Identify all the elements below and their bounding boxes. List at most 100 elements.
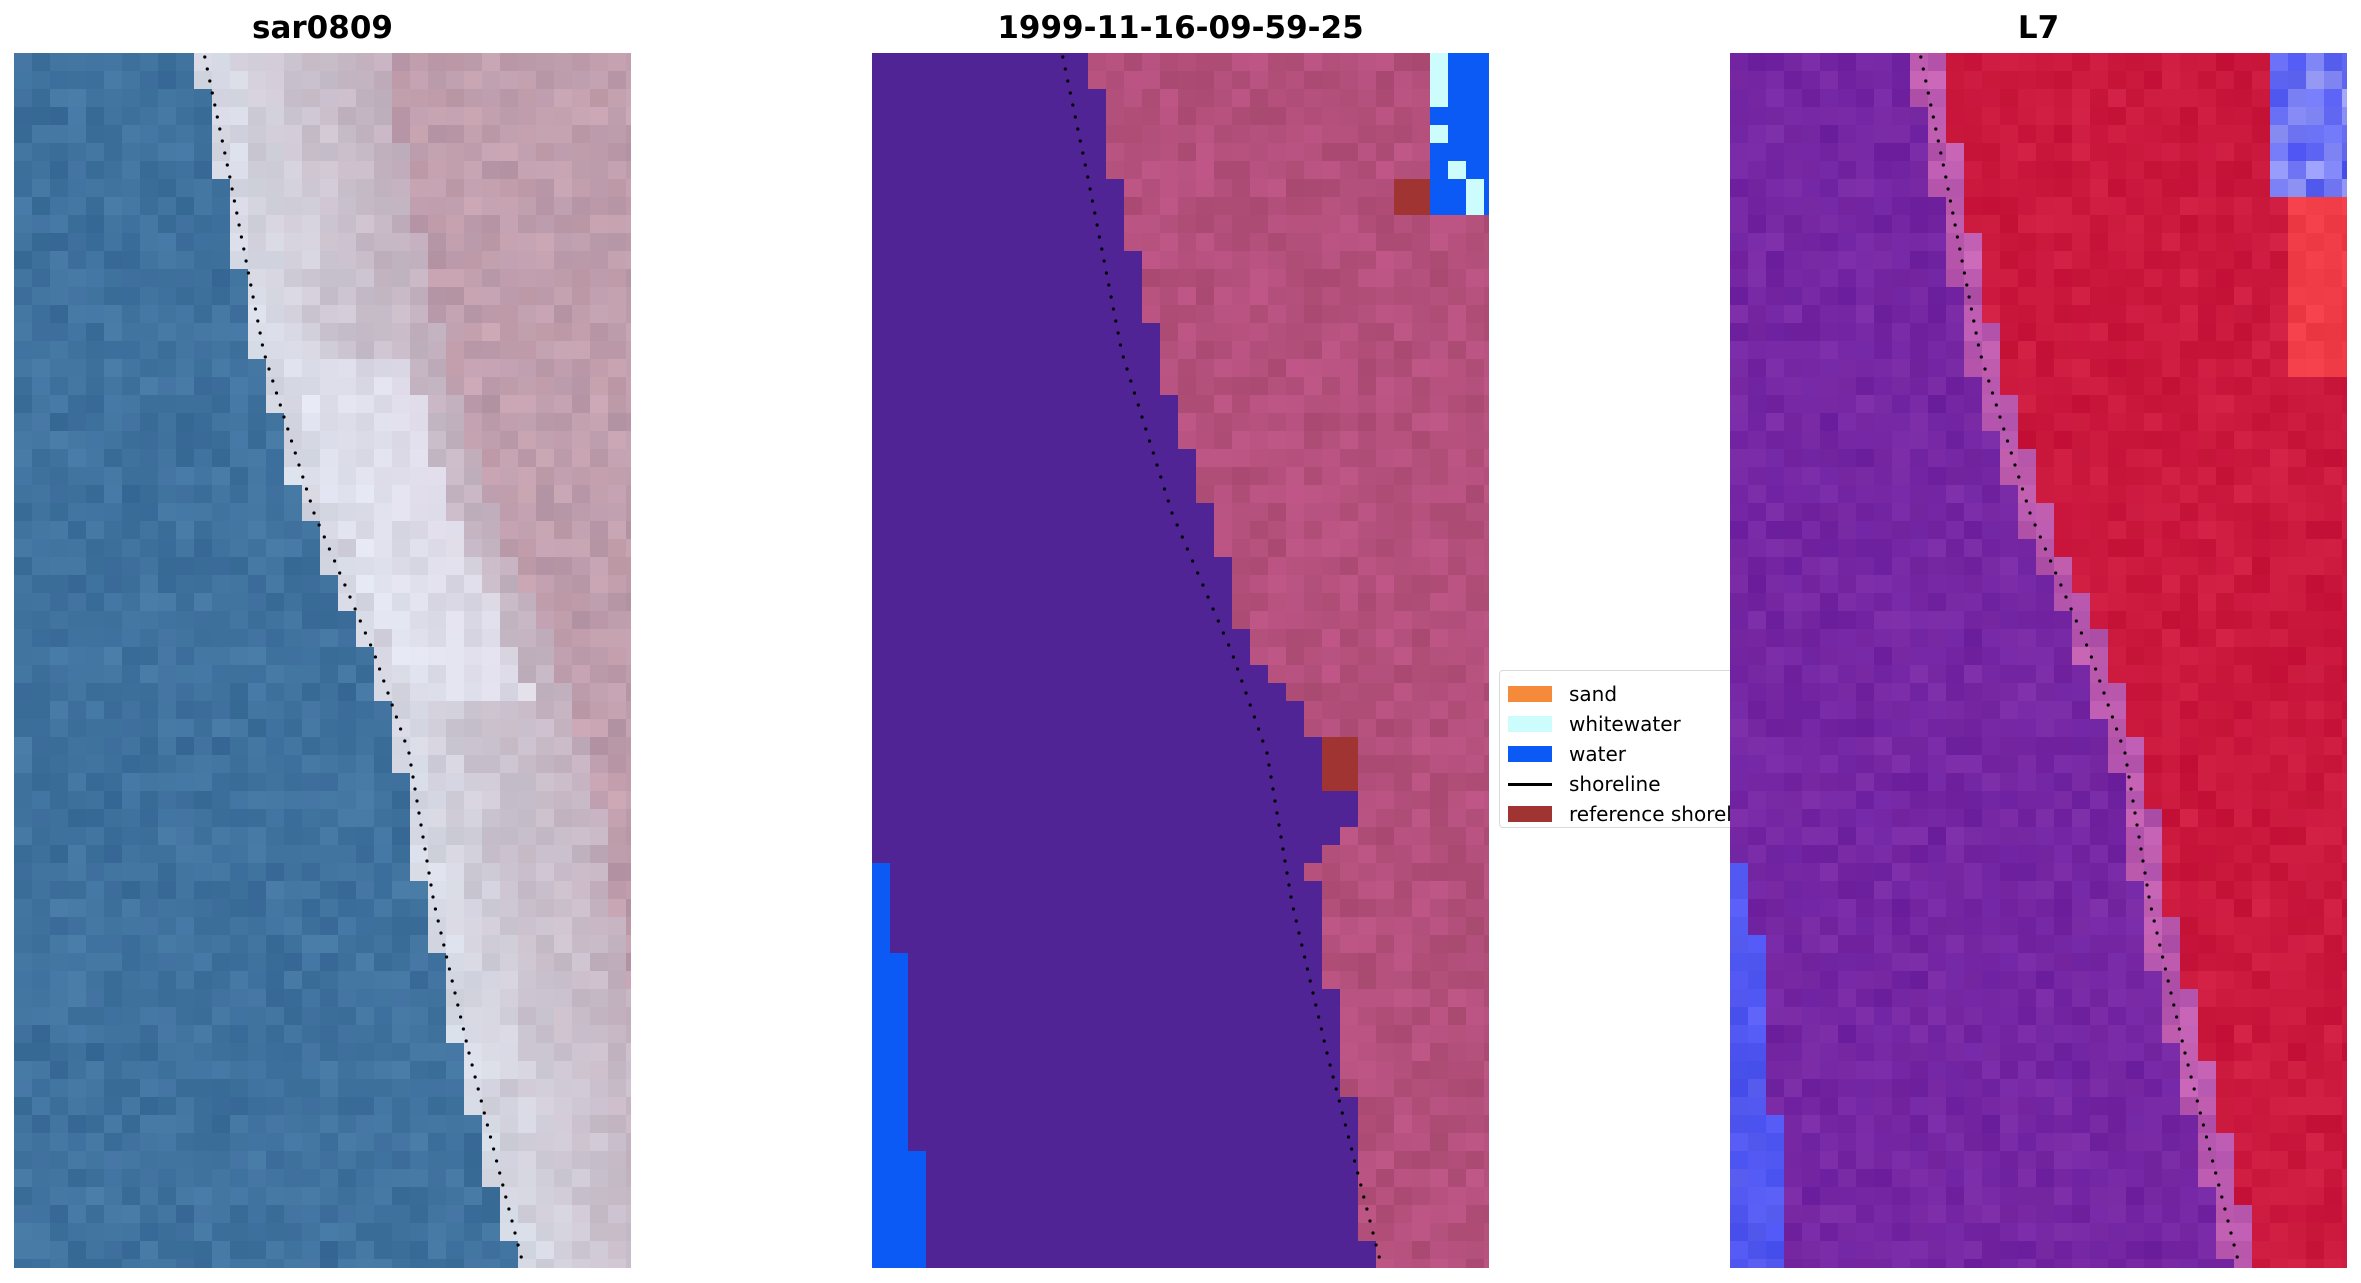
image-pixel [248,1097,266,1115]
class-pixel [1340,1115,1358,1133]
class-pixel [980,377,998,395]
class-pixel [872,629,890,647]
image-pixel [536,179,554,197]
class-pixel [1340,1205,1358,1223]
image-pixel [14,287,32,305]
image-pixel [104,845,122,863]
image-pixel [374,359,392,377]
image-pixel [500,305,518,323]
image-pixel [518,197,536,215]
image-pixel [446,179,464,197]
class-pixel [1088,719,1106,737]
image-pixel [446,251,464,269]
class-pixel [1214,161,1232,179]
class-pixel [1286,629,1304,647]
image-pixel [194,233,212,251]
class-pixel [962,737,980,755]
class-pixel [1106,629,1124,647]
class-pixel [1358,1079,1376,1097]
image-pixel [68,449,86,467]
class-pixel [1016,1043,1034,1061]
class-pixel [1358,485,1376,503]
class-pixel [1466,125,1484,143]
image-pixel [536,215,554,233]
class-pixel [1484,179,1489,197]
class-pixel [1178,107,1196,125]
image-pixel [68,377,86,395]
class-pixel [872,953,890,971]
class-pixel [944,143,962,161]
class-pixel [998,1115,1016,1133]
class-pixel [980,341,998,359]
class-pixel [1106,1007,1124,1025]
image-pixel [212,359,230,377]
image-pixel [32,1259,50,1268]
shoreline-point [1191,559,1195,563]
image-pixel [446,359,464,377]
image-pixel [266,467,284,485]
class-pixel [1322,107,1340,125]
image-pixel [158,233,176,251]
image-pixel [608,161,626,179]
class-pixel [1232,1241,1250,1259]
class-pixel [890,989,908,1007]
image-pixel [536,773,554,791]
image-pixel [194,899,212,917]
image-pixel [320,917,338,935]
class-pixel [1124,935,1142,953]
image-pixel [518,647,536,665]
image-pixel [302,323,320,341]
class-pixel [1412,863,1430,881]
image-pixel [410,125,428,143]
image-pixel [32,1133,50,1151]
class-pixel [1340,611,1358,629]
image-pixel [230,431,248,449]
class-pixel [1106,251,1124,269]
image-pixel [32,1187,50,1205]
class-pixel [1142,827,1160,845]
class-pixel [1196,1097,1214,1115]
class-pixel [872,773,890,791]
class-pixel [1394,53,1412,71]
class-pixel [890,485,908,503]
image-pixel [284,233,302,251]
image-pixel [356,1079,374,1097]
class-pixel [998,899,1016,917]
class-pixel [1358,647,1376,665]
image-pixel [536,1007,554,1025]
class-pixel [962,593,980,611]
class-pixel [1070,89,1088,107]
class-pixel [1016,1133,1034,1151]
image-pixel [122,1043,140,1061]
image-pixel [266,449,284,467]
class-pixel [1016,899,1034,917]
image-pixel [14,557,32,575]
class-pixel [1160,251,1178,269]
image-pixel [50,575,68,593]
image-pixel [302,449,320,467]
image-pixel [608,431,626,449]
image-pixel [626,1097,631,1115]
image-pixel [464,701,482,719]
image-pixel [212,1205,230,1223]
image-pixel [320,791,338,809]
class-pixel [998,917,1016,935]
class-pixel [1160,503,1178,521]
image-pixel [68,809,86,827]
class-pixel [1034,791,1052,809]
class-pixel [1322,935,1340,953]
class-pixel [1322,1115,1340,1133]
image-pixel [428,413,446,431]
image-pixel [104,881,122,899]
class-pixel [1340,179,1358,197]
class-pixel [1142,1187,1160,1205]
shoreline-point [411,775,415,779]
class-pixel [1106,1223,1124,1241]
class-pixel [1376,233,1394,251]
class-pixel [1142,1169,1160,1187]
class-pixel [1142,197,1160,215]
class-pixel [1322,89,1340,107]
class-pixel [1250,989,1268,1007]
image-pixel [104,557,122,575]
class-pixel [1052,485,1070,503]
